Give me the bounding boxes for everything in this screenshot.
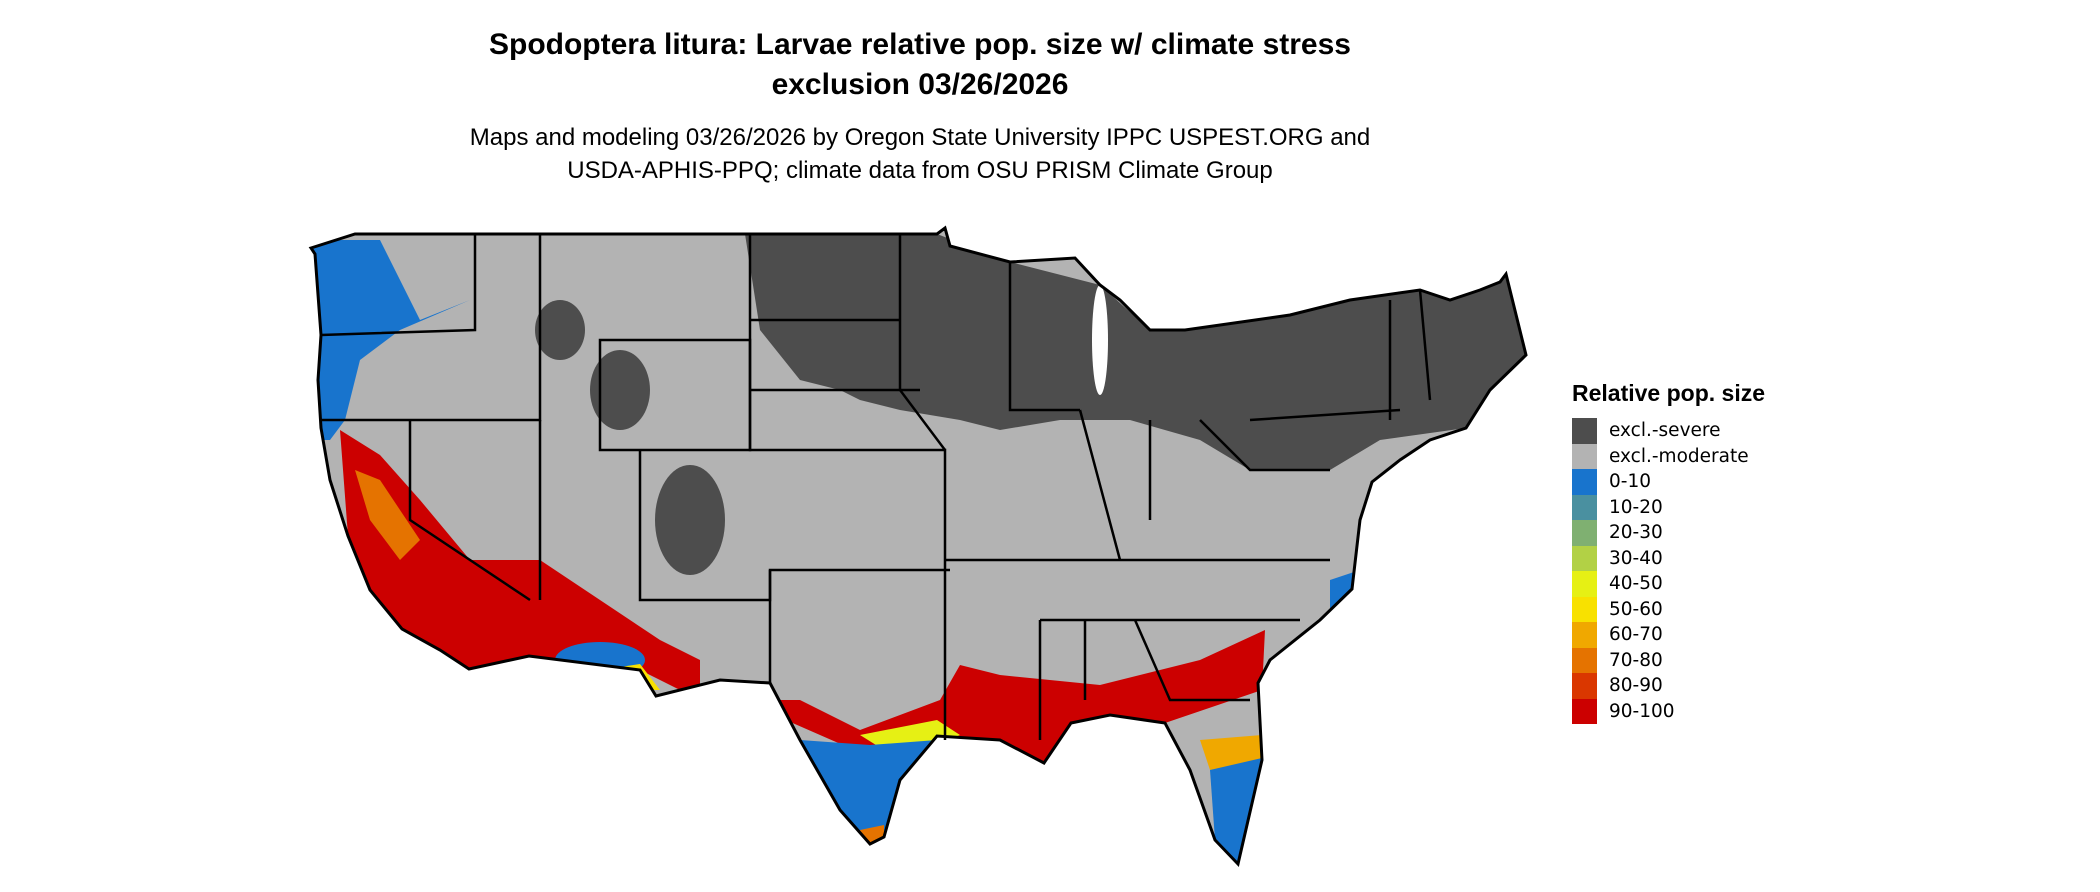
- legend-item: 20-30: [1572, 520, 1765, 546]
- legend-label: 50-60: [1609, 598, 1663, 620]
- legend-item: excl.-moderate: [1572, 443, 1765, 469]
- legend-swatch: [1572, 494, 1597, 520]
- legend-item: 0-10: [1572, 469, 1765, 495]
- legend-item: 50-60: [1572, 596, 1765, 622]
- region-0-10-south-texas: [800, 740, 937, 844]
- region-0-10-pacific: [311, 240, 470, 440]
- legend-swatch: [1572, 622, 1597, 648]
- legend-label: 90-100: [1609, 700, 1675, 722]
- region-0-10-florida: [1210, 758, 1262, 864]
- legend-label: 80-90: [1609, 675, 1663, 697]
- legend-swatch: [1572, 698, 1597, 724]
- legend-swatch: [1572, 571, 1597, 597]
- map-title-line1: Spodoptera litura: Larvae relative pop. …: [489, 28, 1351, 61]
- legend-item: 80-90: [1572, 673, 1765, 699]
- legend-title: Relative pop. size: [1572, 380, 1766, 406]
- legend-item: 40-50: [1572, 571, 1765, 597]
- legend-item: excl.-severe: [1572, 418, 1765, 444]
- legend-label: excl.-severe: [1609, 420, 1721, 442]
- legend-label: 30-40: [1609, 547, 1663, 569]
- legend-swatch: [1572, 545, 1597, 571]
- legend-item: 30-40: [1572, 545, 1765, 571]
- state-borders: [320, 234, 1432, 740]
- region-60-70-florida: [1200, 735, 1262, 770]
- map-subtitle-line2: USDA-APHIS-PPQ; climate data from OSU PR…: [567, 157, 1273, 184]
- region-excl-severe-north: [745, 234, 1526, 470]
- legend-label: 20-30: [1609, 522, 1663, 544]
- legend-label: 40-50: [1609, 573, 1663, 595]
- legend-swatch: [1572, 520, 1597, 546]
- legend-swatch: [1572, 469, 1597, 495]
- legend-label: excl.-moderate: [1609, 445, 1749, 467]
- region-90-100-southwest: [340, 430, 700, 700]
- legend-item: 70-80: [1572, 647, 1765, 673]
- legend-label: 10-20: [1609, 496, 1663, 518]
- region-excl-severe-colorado: [655, 465, 725, 575]
- region-excl-severe-idaho: [535, 300, 585, 360]
- region-70-80-california: [355, 470, 420, 560]
- legend-item: 90-100: [1572, 698, 1765, 724]
- legend-label: 0-10: [1609, 471, 1651, 493]
- legend-swatch: [1572, 596, 1597, 622]
- lake-michigan: [1092, 285, 1108, 395]
- legend-item: 10-20: [1572, 494, 1765, 520]
- us-outline: [308, 225, 1528, 868]
- legend-swatch: [1572, 443, 1597, 469]
- map-title-line2: exclusion 03/26/2026: [771, 68, 1069, 101]
- legend: Relative pop. size excl.-severe excl.-mod…: [1572, 380, 1765, 724]
- legend-swatch: [1572, 673, 1597, 699]
- region-excl-severe-wyoming: [590, 350, 650, 430]
- legend-label: 60-70: [1609, 624, 1663, 646]
- legend-label: 70-80: [1609, 649, 1663, 671]
- legend-swatch: [1572, 418, 1597, 444]
- legend-item: 60-70: [1572, 622, 1765, 648]
- legend-swatch: [1572, 647, 1597, 673]
- map-subtitle-line1: Maps and modeling 03/26/2026 by Oregon S…: [469, 124, 1371, 151]
